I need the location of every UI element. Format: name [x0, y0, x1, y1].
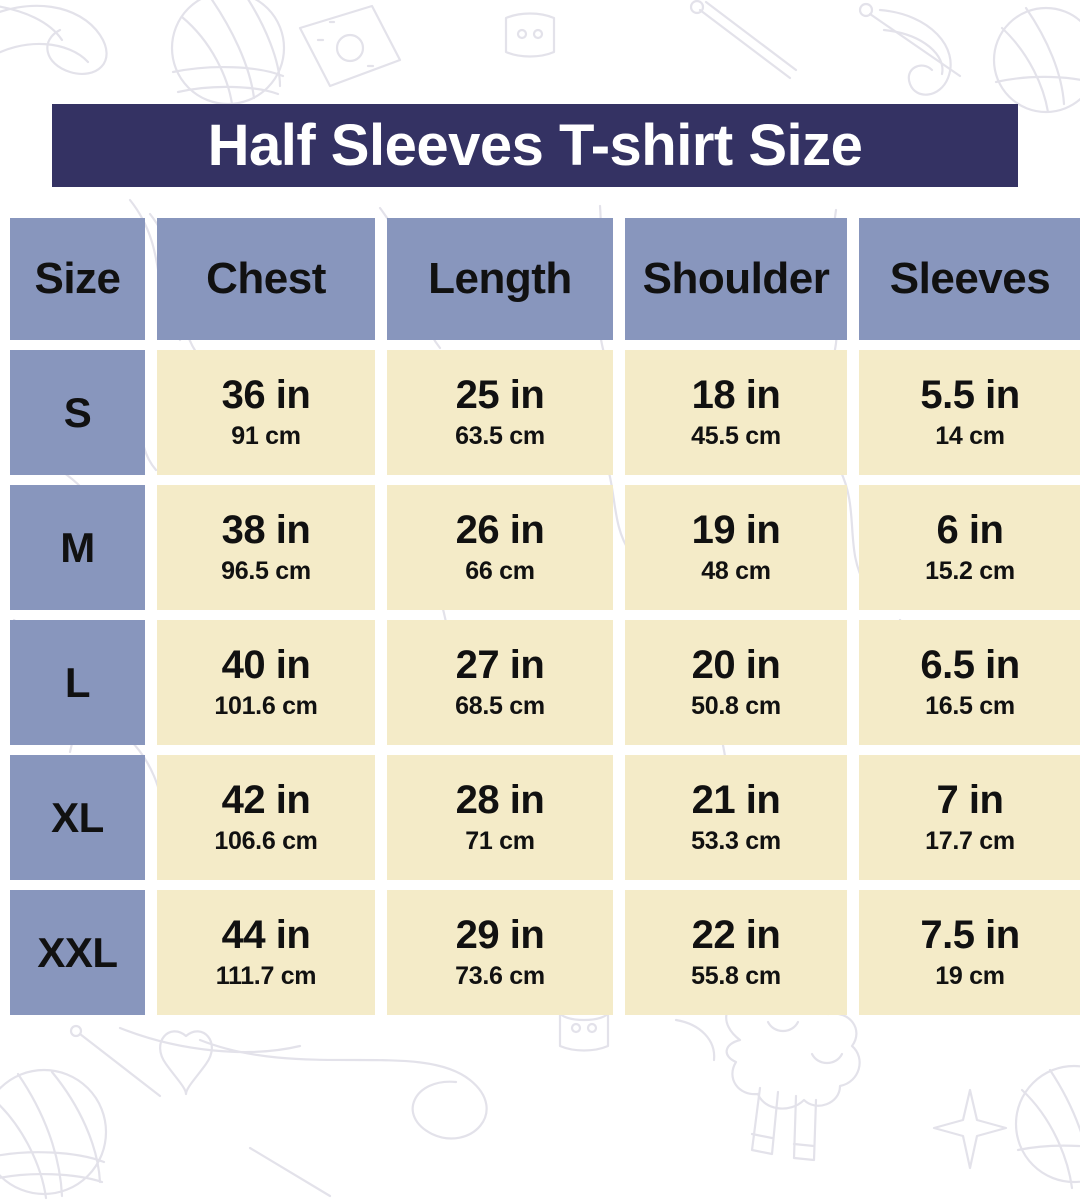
measure-centimeters: 55.8 cm	[691, 962, 781, 991]
table-header-chest: Chest	[157, 218, 375, 340]
measure-centimeters: 71 cm	[465, 827, 535, 856]
table-cell-shoulder: 22 in 55.8 cm	[625, 890, 847, 1015]
measure-inches: 38 in	[221, 508, 311, 553]
table-cell-shoulder: 18 in 45.5 cm	[625, 350, 847, 475]
measure-inches: 19 in	[691, 508, 781, 553]
table-cell-length: 28 in 71 cm	[387, 755, 613, 880]
table-cell-chest: 36 in 91 cm	[157, 350, 375, 475]
measure-inches: 7.5 in	[920, 913, 1020, 958]
table-cell-sleeves: 7.5 in 19 cm	[859, 890, 1080, 1015]
page-title: Half Sleeves T-shirt Size	[207, 112, 863, 178]
measure-centimeters: 15.2 cm	[925, 557, 1015, 586]
measure-centimeters: 66 cm	[465, 557, 535, 586]
measure-inches: 6 in	[936, 508, 1004, 553]
measure-inches: 7 in	[936, 778, 1004, 823]
table-cell-sleeves: 5.5 in 14 cm	[859, 350, 1080, 475]
column-header-label: Shoulder	[642, 254, 830, 303]
measure-centimeters: 16.5 cm	[925, 692, 1015, 721]
table-cell-chest: 40 in 101.6 cm	[157, 620, 375, 745]
measure-centimeters: 101.6 cm	[214, 692, 318, 721]
table-header-size: Size	[10, 218, 145, 340]
table-cell-length: 25 in 63.5 cm	[387, 350, 613, 475]
title-banner: Half Sleeves T-shirt Size	[52, 104, 1018, 187]
measure-inches: 20 in	[691, 643, 781, 688]
measure-centimeters: 50.8 cm	[691, 692, 781, 721]
table-cell-chest: 44 in 111.7 cm	[157, 890, 375, 1015]
size-label: M	[60, 523, 95, 571]
measure-inches: 25 in	[455, 373, 545, 418]
table-cell-shoulder: 21 in 53.3 cm	[625, 755, 847, 880]
measure-inches: 21 in	[691, 778, 781, 823]
measure-inches: 29 in	[455, 913, 545, 958]
size-label: XL	[51, 793, 104, 841]
table-cell-sleeves: 7 in 17.7 cm	[859, 755, 1080, 880]
measure-centimeters: 91 cm	[231, 422, 301, 451]
measure-centimeters: 73.6 cm	[455, 962, 545, 991]
measure-centimeters: 63.5 cm	[455, 422, 545, 451]
table-cell-chest: 42 in 106.6 cm	[157, 755, 375, 880]
column-header-label: Chest	[206, 254, 326, 303]
table-cell-shoulder: 19 in 48 cm	[625, 485, 847, 610]
table-row: M	[10, 485, 145, 610]
measure-centimeters: 19 cm	[935, 962, 1005, 991]
measure-inches: 28 in	[455, 778, 545, 823]
measure-inches: 18 in	[691, 373, 781, 418]
measure-centimeters: 96.5 cm	[221, 557, 311, 586]
table-row: L	[10, 620, 145, 745]
table-cell-sleeves: 6.5 in 16.5 cm	[859, 620, 1080, 745]
table-cell-shoulder: 20 in 50.8 cm	[625, 620, 847, 745]
measure-inches: 36 in	[221, 373, 311, 418]
table-cell-length: 27 in 68.5 cm	[387, 620, 613, 745]
table-header-sleeves: Sleeves	[859, 218, 1080, 340]
measure-inches: 44 in	[221, 913, 311, 958]
measure-centimeters: 48 cm	[701, 557, 771, 586]
table-row: XXL	[10, 890, 145, 1015]
table-cell-length: 26 in 66 cm	[387, 485, 613, 610]
size-chart-table: Size Chest Length Shoulder Sleeves S 36 …	[10, 218, 1080, 1015]
size-label: S	[63, 388, 92, 436]
table-header-length: Length	[387, 218, 613, 340]
measure-centimeters: 53.3 cm	[691, 827, 781, 856]
measure-centimeters: 106.6 cm	[214, 827, 318, 856]
column-header-label: Sleeves	[889, 254, 1051, 303]
measure-inches: 42 in	[221, 778, 311, 823]
measure-centimeters: 45.5 cm	[691, 422, 781, 451]
table-cell-sleeves: 6 in 15.2 cm	[859, 485, 1080, 610]
table-cell-length: 29 in 73.6 cm	[387, 890, 613, 1015]
column-header-label: Size	[34, 254, 121, 303]
table-header-shoulder: Shoulder	[625, 218, 847, 340]
measure-inches: 6.5 in	[920, 643, 1020, 688]
measure-centimeters: 111.7 cm	[215, 962, 317, 991]
measure-centimeters: 14 cm	[935, 422, 1005, 451]
table-cell-chest: 38 in 96.5 cm	[157, 485, 375, 610]
size-label: L	[64, 658, 91, 706]
table-row: S	[10, 350, 145, 475]
measure-inches: 27 in	[455, 643, 545, 688]
column-header-label: Length	[428, 254, 572, 303]
measure-centimeters: 68.5 cm	[455, 692, 545, 721]
table-row: XL	[10, 755, 145, 880]
measure-inches: 22 in	[691, 913, 781, 958]
measure-centimeters: 17.7 cm	[925, 827, 1015, 856]
measure-inches: 5.5 in	[920, 373, 1020, 418]
measure-inches: 26 in	[455, 508, 545, 553]
size-label: XXL	[37, 928, 118, 976]
measure-inches: 40 in	[221, 643, 311, 688]
